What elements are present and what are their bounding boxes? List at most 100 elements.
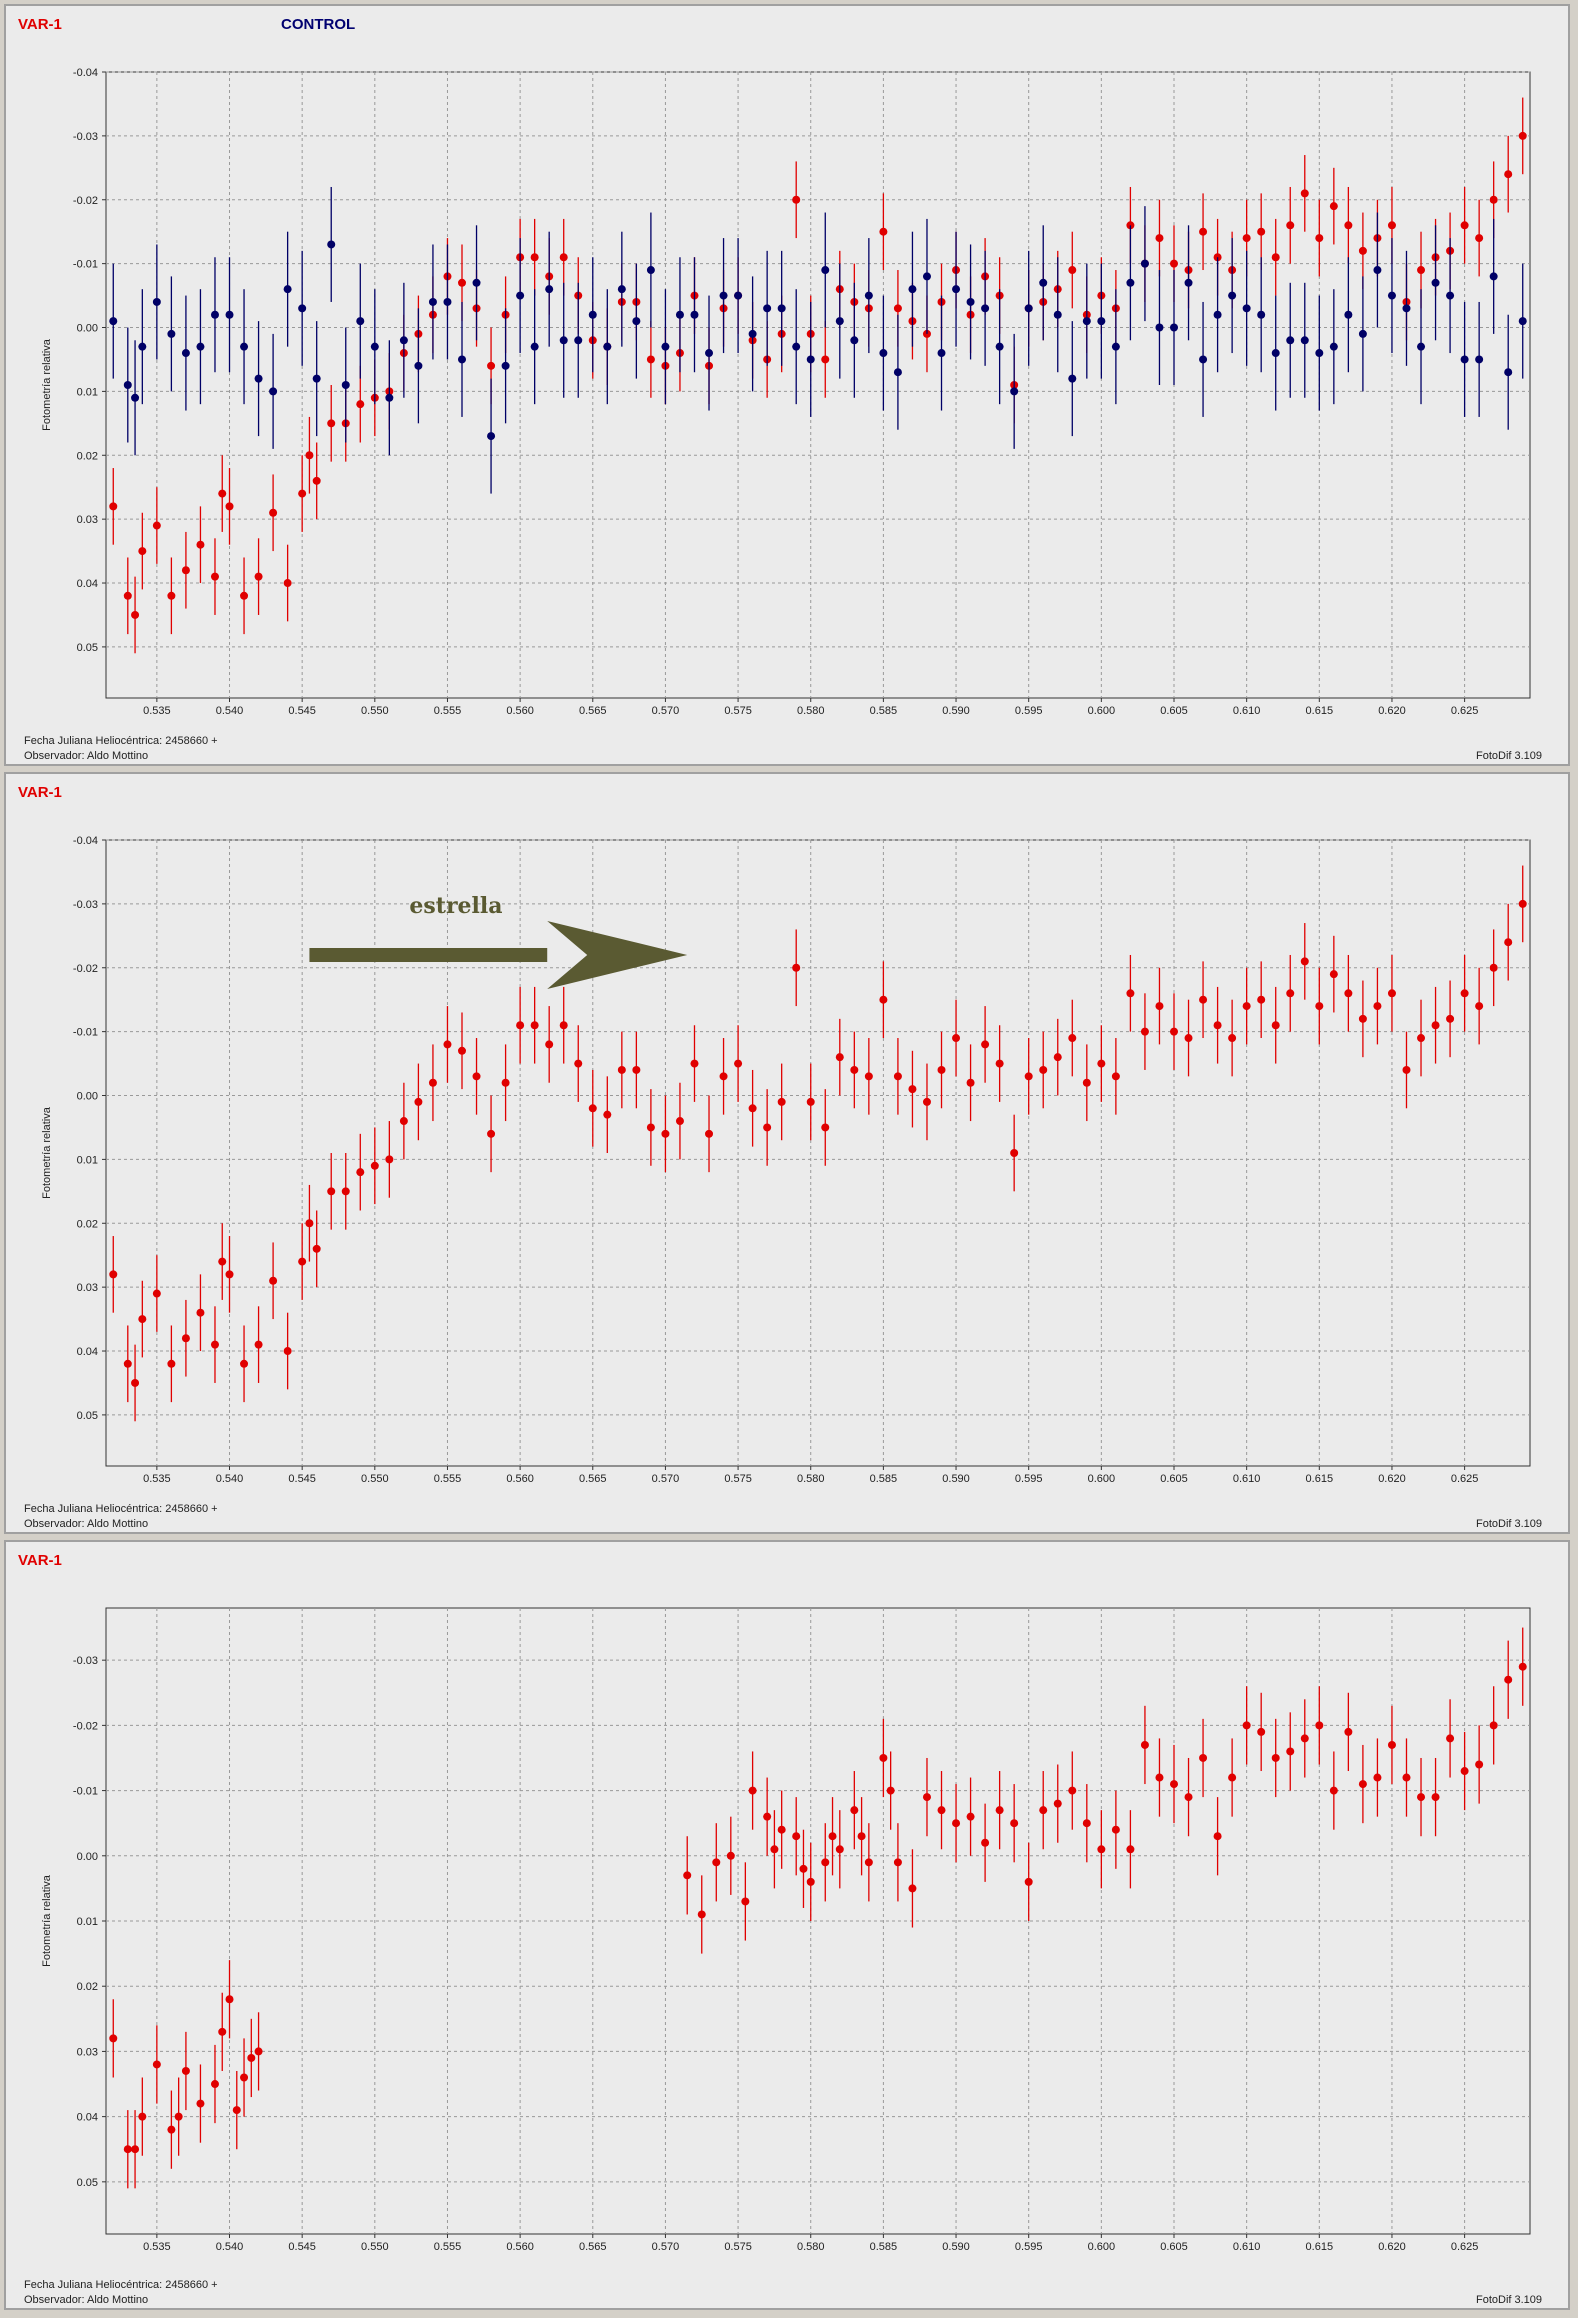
x-tick-label: 0.580 [797,1473,825,1485]
data-point [850,1806,859,1815]
data-point [617,1065,626,1074]
data-point [697,1910,706,1919]
data-point [1315,1721,1324,1730]
data-point [240,342,249,351]
data-point [1228,1773,1237,1782]
data-point [661,1129,670,1138]
data-point [734,291,743,300]
data-point [675,310,684,319]
x-tick-label: 0.575 [724,2241,752,2253]
data-point [1271,1021,1280,1030]
data-point [981,304,990,313]
data-point [734,1059,743,1068]
data-point [283,285,292,294]
plot-area [105,1607,1531,2235]
data-point [181,566,190,575]
data-point [1417,266,1426,275]
data-point [908,1884,917,1893]
x-tick-label: 0.595 [1015,2241,1043,2253]
x-axis-label: Fecha Juliana Heliocéntrica: 2458660 + [24,1503,218,1515]
data-point [487,361,496,370]
data-point [1431,1793,1440,1802]
data-point [472,1072,481,1081]
y-tick-label: 0.00 [77,323,98,335]
data-point [196,2099,205,2108]
x-tick-label: 0.590 [942,2241,970,2253]
data-point [1286,221,1295,230]
y-tick-label: -0.04 [73,67,98,79]
data-point [428,297,437,306]
y-tick-label: 0.05 [77,642,98,654]
data-point [1460,355,1469,364]
data-point [305,451,314,460]
data-point [748,1786,757,1795]
y-tick-label: 0.02 [77,1981,98,1993]
data-point [370,1161,379,1170]
data-point [690,310,699,319]
data-point [1446,1734,1455,1743]
data-point [981,1838,990,1847]
data-point [123,2145,132,2154]
data-point [1024,304,1033,313]
data-point [835,1053,844,1062]
data-point [879,349,888,358]
data-point [574,1059,583,1068]
data-point [1213,1021,1222,1030]
data-point [1417,1034,1426,1043]
data-point [1329,1786,1338,1795]
data-point [1024,1072,1033,1081]
data-point [138,547,147,556]
data-point [443,1040,452,1049]
data-point [995,1806,1004,1815]
data-point [1068,1034,1077,1043]
data-point [1286,989,1295,998]
data-point [443,297,452,306]
data-point [966,1812,975,1821]
chart-panel-2: VAR-1 0.535 0.540 0.545 0.550 0.555 0.560 0.56… [4,772,1570,1534]
y-tick-label: 0.03 [77,514,98,526]
data-point [210,1340,219,1349]
series-var-1 [109,1627,1527,2189]
data-point [864,1858,873,1867]
control-title: CONTROL [281,16,356,33]
y-tick-label: -0.03 [73,131,98,143]
data-point [123,591,132,600]
data-point [530,1021,539,1030]
data-point [530,253,539,262]
chart-panel-1: VAR-1 CONTROL 0.535 0.540 0.545 0.550 0.555 0… [4,4,1570,766]
data-point [1242,1721,1251,1730]
data-point [1140,1027,1149,1036]
data-point [225,502,234,511]
data-point [646,355,655,364]
data-point [1257,1727,1266,1736]
data-point [399,336,408,345]
data-point [763,1812,772,1821]
x-tick-label: 0.615 [1306,705,1334,717]
data-point [1199,227,1208,236]
x-tick-label: 0.555 [434,705,462,717]
data-point [1387,291,1396,300]
y-axis-label: Fotometría relativa [41,1874,53,1967]
y-tick-label: -0.02 [73,195,98,207]
data-point [1068,1786,1077,1795]
y-tick-label: -0.03 [73,1655,98,1667]
data-point [1242,304,1251,313]
data-point [937,1806,946,1815]
x-tick-label: 0.565 [579,1473,607,1485]
data-point [981,1040,990,1049]
data-point [138,342,147,351]
y-tick-label: -0.02 [73,1720,98,1732]
data-point [254,1340,263,1349]
data-point [218,1257,227,1266]
data-point [131,610,140,619]
data-point [152,297,161,306]
x-tick-label: 0.610 [1233,2241,1261,2253]
x-tick-label: 0.580 [797,705,825,717]
data-point [240,1359,249,1368]
data-point [1111,1072,1120,1081]
data-point [312,374,321,383]
data-point [850,336,859,345]
data-point [1431,278,1440,287]
data-point [1300,1734,1309,1743]
data-point [1417,342,1426,351]
